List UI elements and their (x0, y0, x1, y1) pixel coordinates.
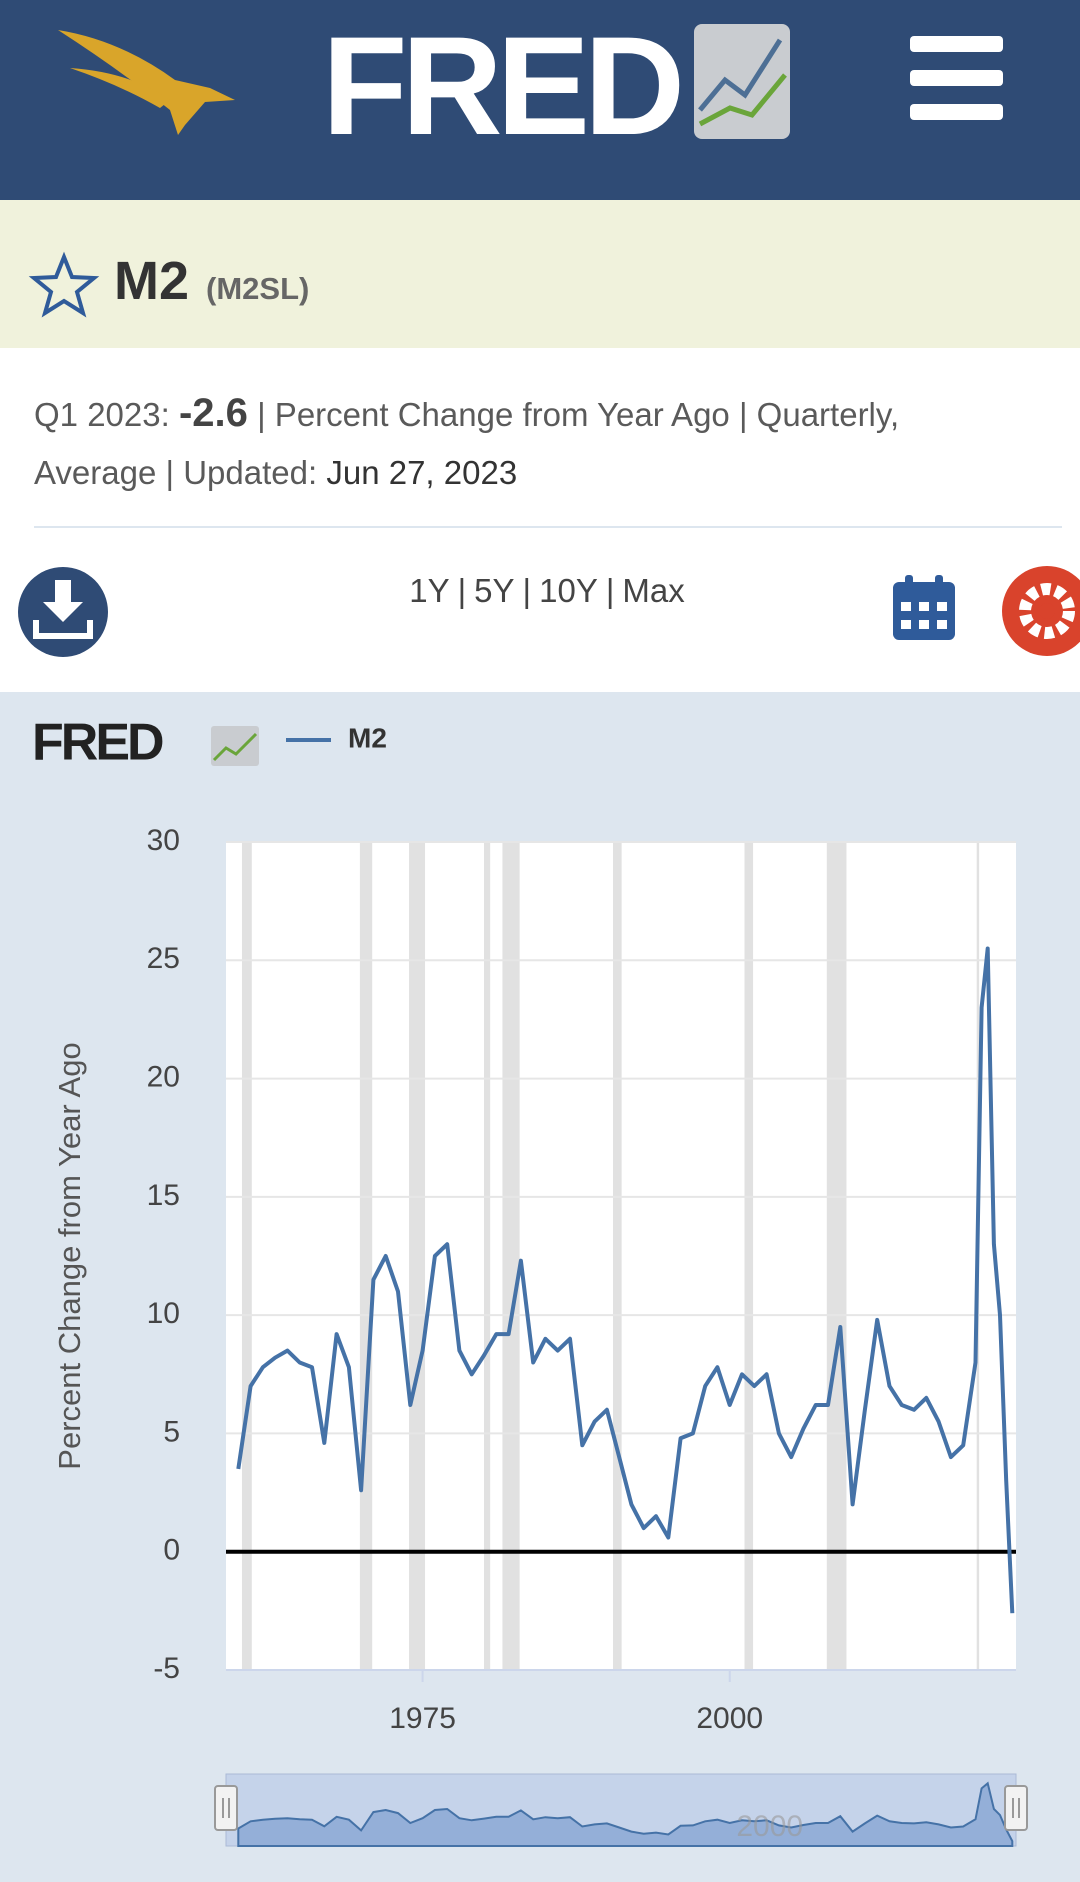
range-separator: | (522, 572, 532, 609)
title-graphics: M2 (M2SL) (28, 251, 309, 318)
logo-text: FRED (322, 7, 680, 164)
divider (34, 526, 1062, 528)
chart-logo-icon (211, 726, 259, 766)
menu-button[interactable] (910, 36, 1003, 120)
recession-band (241, 842, 252, 1670)
recession-band (359, 842, 373, 1670)
y-tick-label: 30 (147, 824, 180, 857)
navigator-handle[interactable] (1004, 1785, 1028, 1831)
chart-logo: FRED (32, 714, 163, 772)
updated-date: Jun 27, 2023 (326, 454, 518, 491)
chart-logo-icon-line (212, 732, 258, 762)
legend-label: M2 (348, 722, 387, 753)
download-button[interactable] (18, 567, 108, 657)
range-option[interactable]: 5Y (474, 572, 515, 609)
eagle-logo[interactable] (58, 30, 235, 135)
x-tick-label: 1975 (389, 1702, 456, 1735)
navigator-area (237, 1781, 1014, 1847)
range-separator: | (457, 572, 467, 609)
chart: FRED -5 0 5 10 15 20 25 30 1975 2000 Percent Chang… (0, 692, 1080, 1882)
navigator-handle-box (1004, 1785, 1028, 1831)
calendar-button[interactable] (893, 575, 955, 640)
navigator-handle-box (214, 1785, 238, 1831)
period: Q1 2023: (34, 396, 170, 433)
latest-value: -2.6 (178, 391, 248, 435)
header: FRED (0, 0, 1080, 200)
range-option[interactable]: 10Y (539, 572, 598, 609)
range-separator: | (605, 572, 615, 609)
range-option[interactable]: Max (622, 572, 685, 609)
navigator-handle[interactable] (214, 1785, 238, 1831)
logo-icon (694, 24, 790, 139)
toolbar-icons (18, 566, 1080, 657)
favorite-star[interactable] (28, 251, 100, 318)
y-tick-label: 0 (163, 1534, 180, 1567)
recession-band (744, 842, 754, 1670)
y-tick-label: 15 (147, 1179, 180, 1212)
y-tick-label: 10 (147, 1297, 180, 1330)
y-tick-label: 5 (163, 1415, 180, 1448)
range-option[interactable]: 1Y (409, 572, 450, 609)
series-info: Q1 2023: -2.6 | Percent Change from Year… (34, 384, 1014, 502)
range-selector: 1Y | 5Y | 10Y | Max (0, 572, 1080, 610)
series-name: M2 (114, 251, 189, 311)
recession-band (484, 842, 491, 1670)
x-tick-label: 2000 (696, 1702, 763, 1735)
recession-band (409, 842, 426, 1670)
title-bar: M2 (M2SL) (0, 200, 1080, 348)
header-graphics: FRED (58, 7, 1003, 164)
y-tick-label: -5 (153, 1652, 180, 1685)
settings-button[interactable] (1002, 566, 1080, 656)
series-line (236, 946, 1015, 1614)
details: | Percent Change from Year Ago | Quarter… (34, 396, 900, 491)
y-tick-label: 25 (147, 942, 180, 975)
recession-band (826, 842, 847, 1670)
navigator-label: 2000 (736, 1810, 803, 1843)
recession-band (613, 842, 622, 1670)
recession-band (502, 842, 520, 1670)
logo-icon-line (698, 73, 787, 127)
logo-icon-line (698, 38, 783, 112)
y-axis-title: Percent Change from Year Ago (52, 1042, 87, 1469)
y-tick-label: 20 (147, 1060, 180, 1093)
series-id: (M2SL) (206, 271, 309, 306)
